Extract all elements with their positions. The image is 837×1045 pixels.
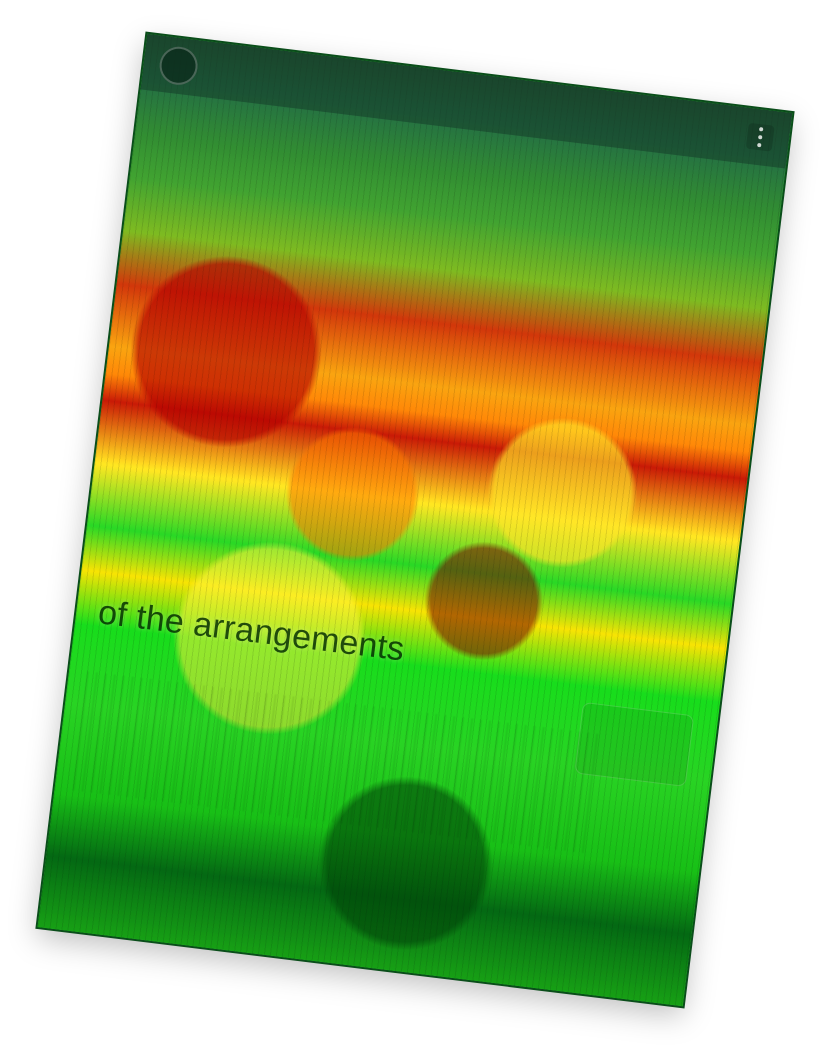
more-dot	[757, 134, 763, 140]
more-vertical-icon[interactable]	[745, 122, 775, 152]
more-dot	[757, 142, 762, 148]
more-dot	[758, 127, 764, 132]
phone-screen: of the arrangements	[37, 33, 793, 1007]
avatar[interactable]	[157, 44, 200, 87]
